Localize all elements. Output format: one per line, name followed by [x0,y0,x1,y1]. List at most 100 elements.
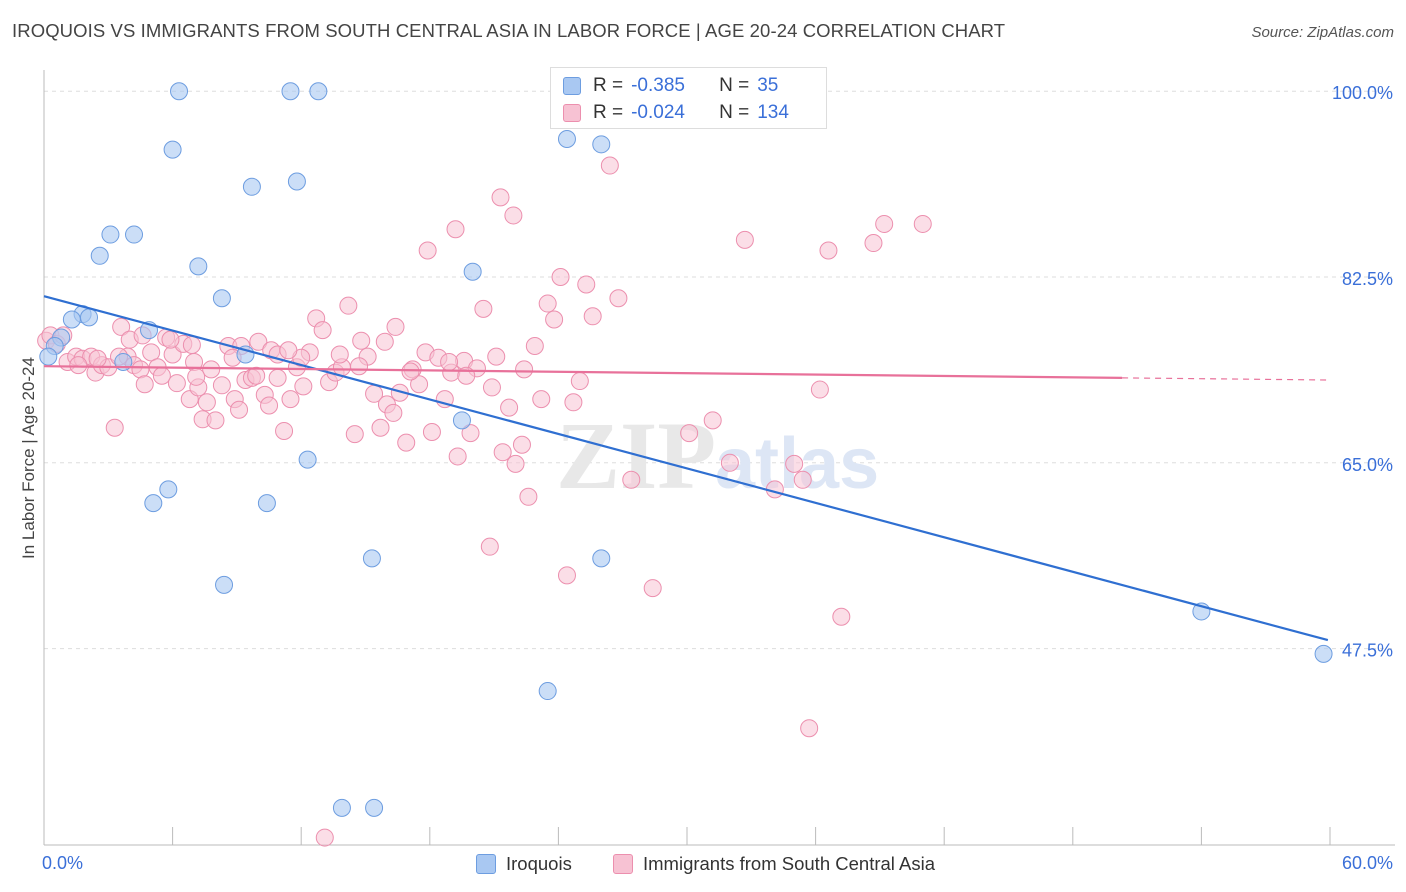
data-point-immigrants [703,411,722,430]
data-point-immigrants [281,390,300,409]
data-point-immigrants [864,234,883,253]
grid-lines [44,90,1395,650]
trend-line-immigrants-extension [1122,377,1328,381]
data-point-immigrants [532,390,551,409]
data-point-iroquois [163,140,182,159]
data-point-immigrants [913,214,932,233]
data-point-immigrants [371,418,390,437]
data-point-immigrants [330,345,349,364]
legend-r-label: R = [593,102,624,123]
data-point-immigrants [375,332,394,351]
data-point-immigrants [446,220,465,239]
data-point-immigrants [350,357,369,376]
data-point-immigrants [551,268,570,287]
data-point-immigrants [491,188,510,207]
data-point-immigrants [448,447,467,466]
data-point-immigrants [152,366,171,385]
legend-r-label: R = [593,75,624,96]
data-point-immigrants [313,321,332,340]
data-point-iroquois [365,798,384,817]
data-point-iroquois [101,225,120,244]
data-point-immigrants [275,421,294,440]
data-point-immigrants [487,347,506,366]
data-point-iroquois [538,682,557,701]
data-point-immigrants [480,537,499,556]
data-point-immigrants [525,337,544,356]
data-point-immigrants [187,367,206,386]
trend-lines [43,295,1329,642]
data-point-immigrants [112,317,131,336]
data-point-iroquois [257,494,276,513]
data-point-immigrants [504,206,523,225]
data-point-iroquois [39,347,58,366]
data-point-iroquois [309,82,328,101]
data-point-iroquois [189,257,208,276]
data-point-immigrants [493,443,512,462]
legend-swatch-pink [563,104,581,122]
data-point-immigrants [260,396,279,415]
bottom-legend-immigrants: Immigrants from South Central Asia [613,851,935,877]
data-point-iroquois [452,411,471,430]
data-point-immigrants [793,470,812,489]
legend-n-value: 134 [757,102,789,123]
data-point-immigrants [294,377,313,396]
data-point-immigrants [268,368,287,387]
y-axis-label: In Labor Force | Age 20-24 [19,357,38,559]
data-point-immigrants [345,425,364,444]
x-tick-label: 0.0% [42,853,83,873]
data-point-immigrants [206,411,225,430]
data-point-immigrants [545,310,564,329]
data-point-iroquois [80,308,99,327]
data-point-immigrants [401,362,420,381]
bottom-legend-label: Immigrants from South Central Asia [643,853,935,874]
data-point-immigrants [720,453,739,472]
legend-n-label: N = [719,102,750,123]
data-point-immigrants [622,470,641,489]
data-point-immigrants [230,400,249,419]
data-point-immigrants [131,360,150,379]
data-point-immigrants [440,352,459,371]
data-point-immigrants [577,275,596,294]
y-tick-label: 100.0% [1332,83,1393,103]
watermark: ZIP atlas [556,402,879,509]
data-point-iroquois [242,177,261,196]
data-point-immigrants [69,356,88,375]
data-point-immigrants [182,335,201,354]
bottom-legend-label: Iroquois [506,853,572,874]
data-point-immigrants [167,374,186,393]
correlation-legend: R = -0.385 N = 35 R = -0.024 N = 134 [550,67,827,129]
data-point-immigrants [810,380,829,399]
data-point-iroquois [215,575,234,594]
data-point-immigrants [506,454,525,473]
data-point-immigrants [609,289,628,308]
data-point-immigrants [461,424,480,443]
data-point-immigrants [785,454,804,473]
data-point-iroquois [125,225,144,244]
chart-title: IROQUOIS VS IMMIGRANTS FROM SOUTH CENTRA… [12,20,1006,41]
source-credit: Source: ZipAtlas.com [1251,24,1394,41]
legend-row-immigrants: R = -0.024 N = 134 [563,100,789,126]
data-point-immigrants [247,366,266,385]
data-point-immigrants [519,487,538,506]
data-point-iroquois [1314,644,1333,663]
legend-r-value: -0.385 [631,75,685,96]
data-point-immigrants [819,241,838,260]
data-point-immigrants [482,378,501,397]
data-point-iroquois [298,450,317,469]
data-point-immigrants [557,566,576,585]
data-point-immigrants [643,579,662,598]
data-point-iroquois [287,172,306,191]
bottom-legend-iroquois: Iroquois [476,851,572,877]
data-point-iroquois [281,82,300,101]
data-point-iroquois [62,310,81,329]
data-point-immigrants [161,330,180,349]
data-point-iroquois [159,480,178,499]
legend-swatch-blue [563,77,581,95]
series-immigrants-points [37,82,932,847]
legend-n-value: 35 [757,75,779,96]
data-point-immigrants [564,393,583,412]
data-point-immigrants [142,343,161,362]
data-point-immigrants [418,241,437,260]
